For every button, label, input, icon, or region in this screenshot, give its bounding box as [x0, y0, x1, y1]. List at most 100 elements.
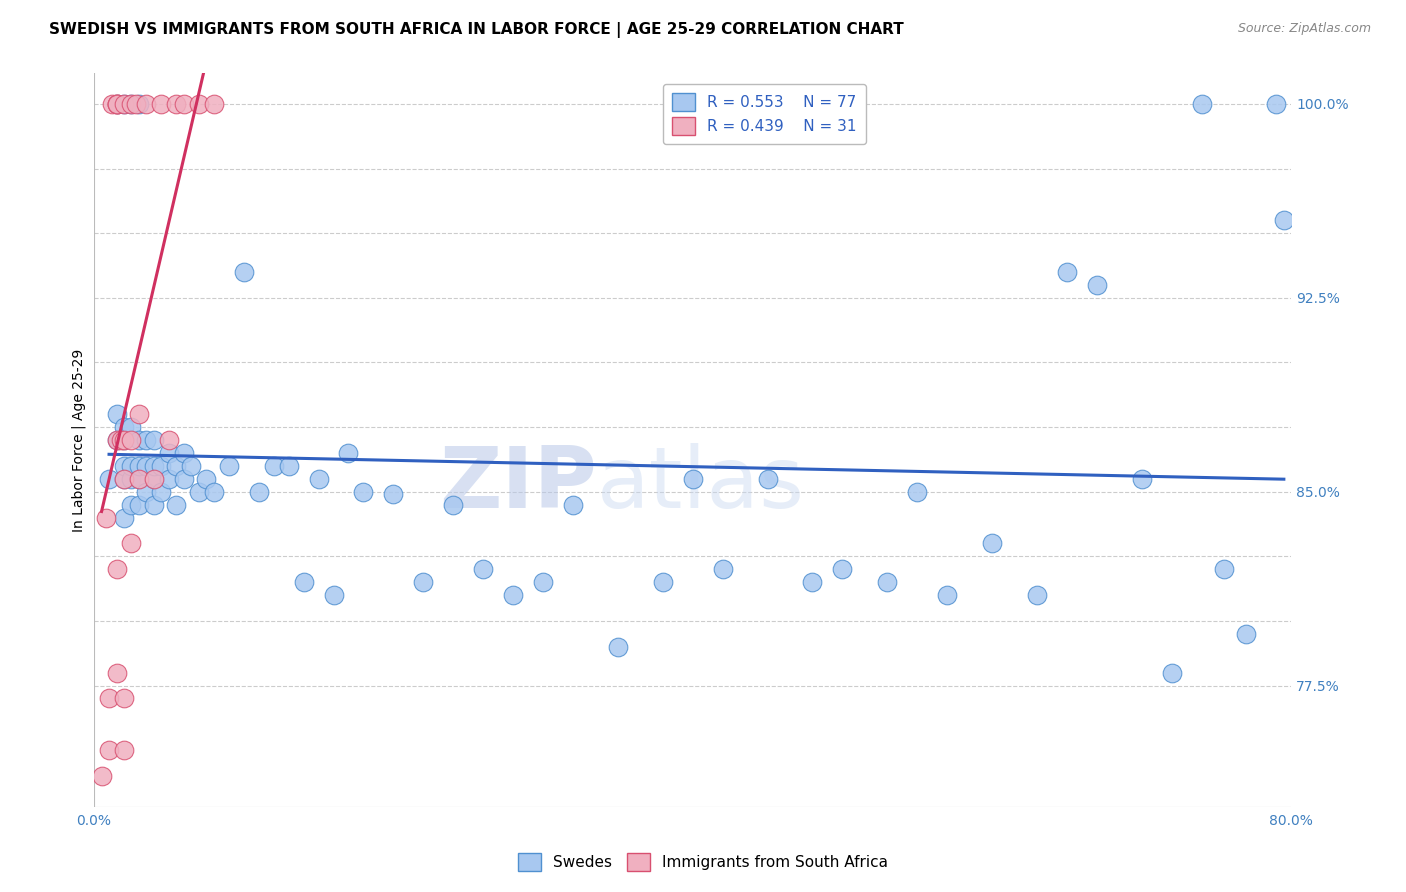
Point: [135, 97, 157, 112]
Point: [165, 498, 187, 512]
Point: [150, 458, 173, 473]
Point: [105, 433, 128, 447]
Point: [202, 97, 225, 112]
Point: [382, 487, 405, 501]
Point: [121, 458, 143, 473]
Point: [90, 769, 112, 783]
Point: [165, 97, 187, 112]
Point: [412, 575, 434, 590]
Text: SWEDISH VS IMMIGRANTS FROM SOUTH AFRICA IN LABOR FORCE | AGE 25-29 CORRELATION C: SWEDISH VS IMMIGRANTS FROM SOUTH AFRICA …: [49, 22, 904, 38]
Point: [105, 97, 128, 112]
Point: [128, 498, 150, 512]
Point: [1085, 277, 1108, 292]
Point: [682, 472, 704, 486]
Point: [187, 97, 209, 112]
Legend: Swedes, Immigrants from South Africa: Swedes, Immigrants from South Africa: [512, 847, 894, 877]
Point: [105, 665, 128, 680]
Point: [128, 407, 150, 421]
Point: [292, 575, 315, 590]
Y-axis label: In Labor Force | Age 25-29: In Labor Force | Age 25-29: [72, 349, 86, 532]
Point: [121, 433, 143, 447]
Point: [308, 472, 330, 486]
Point: [981, 536, 1004, 550]
Point: [128, 472, 150, 486]
Point: [150, 97, 173, 112]
Point: [150, 484, 173, 499]
Point: [98, 472, 121, 486]
Point: [128, 472, 150, 486]
Point: [1265, 97, 1288, 112]
Point: [157, 446, 180, 460]
Point: [1191, 97, 1213, 112]
Point: [142, 498, 165, 512]
Point: [353, 484, 375, 499]
Point: [756, 472, 779, 486]
Point: [562, 498, 585, 512]
Point: [121, 97, 143, 112]
Point: [322, 588, 344, 602]
Legend: R = 0.553    N = 77, R = 0.439    N = 31: R = 0.553 N = 77, R = 0.439 N = 31: [664, 84, 866, 144]
Point: [112, 510, 135, 524]
Text: Source: ZipAtlas.com: Source: ZipAtlas.com: [1237, 22, 1371, 36]
Point: [98, 691, 121, 706]
Point: [1236, 627, 1258, 641]
Point: [606, 640, 628, 654]
Point: [105, 97, 128, 112]
Point: [112, 433, 135, 447]
Point: [125, 97, 148, 112]
Point: [128, 458, 150, 473]
Point: [202, 484, 225, 499]
Point: [112, 472, 135, 486]
Point: [128, 97, 150, 112]
Point: [831, 562, 853, 576]
Point: [1160, 665, 1182, 680]
Point: [112, 97, 135, 112]
Point: [110, 433, 132, 447]
Point: [173, 446, 195, 460]
Point: [105, 97, 128, 112]
Point: [101, 97, 124, 112]
Point: [195, 472, 218, 486]
Point: [263, 458, 285, 473]
Point: [173, 472, 195, 486]
Point: [135, 458, 157, 473]
Point: [1213, 562, 1236, 576]
Point: [531, 575, 554, 590]
Point: [142, 433, 165, 447]
Point: [128, 433, 150, 447]
Point: [1056, 265, 1078, 279]
Point: [247, 484, 270, 499]
Point: [121, 498, 143, 512]
Point: [121, 97, 143, 112]
Point: [905, 484, 928, 499]
Text: atlas: atlas: [598, 442, 804, 525]
Point: [142, 458, 165, 473]
Point: [112, 458, 135, 473]
Point: [1130, 472, 1153, 486]
Point: [277, 458, 299, 473]
Point: [121, 536, 143, 550]
Point: [876, 575, 898, 590]
Point: [173, 97, 195, 112]
Point: [441, 498, 464, 512]
Point: [651, 575, 673, 590]
Point: [502, 588, 524, 602]
Point: [135, 433, 157, 447]
Point: [142, 472, 165, 486]
Point: [112, 472, 135, 486]
Text: ZIP: ZIP: [439, 442, 598, 525]
Point: [94, 510, 117, 524]
Point: [105, 562, 128, 576]
Point: [187, 484, 209, 499]
Point: [105, 97, 128, 112]
Point: [135, 484, 157, 499]
Point: [112, 420, 135, 434]
Point: [180, 458, 202, 473]
Point: [112, 97, 135, 112]
Point: [157, 433, 180, 447]
Point: [472, 562, 495, 576]
Point: [105, 433, 128, 447]
Point: [801, 575, 824, 590]
Point: [98, 743, 121, 757]
Point: [218, 458, 240, 473]
